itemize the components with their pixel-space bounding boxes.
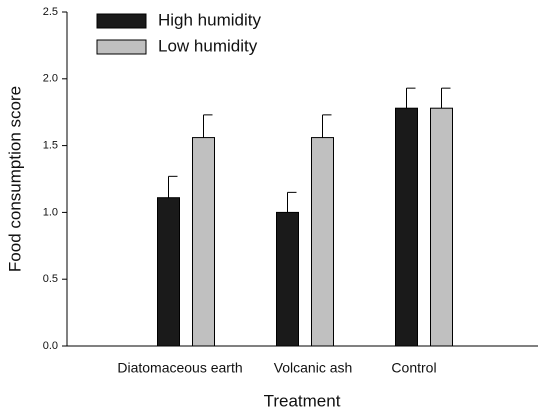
y-tick-label: 0.0 xyxy=(43,340,58,352)
bar xyxy=(430,107,453,347)
y-tick-label: 2.0 xyxy=(43,73,58,85)
legend-swatch xyxy=(96,39,147,55)
bar xyxy=(192,137,215,347)
bar xyxy=(395,107,418,347)
x-tick-label: Volcanic ash xyxy=(274,360,353,376)
legend-label: High humidity xyxy=(158,10,261,29)
legend-label: Low humidity xyxy=(158,36,258,55)
y-tick-label: 1.5 xyxy=(43,140,58,152)
x-tick-label: Diatomaceous earth xyxy=(117,360,242,376)
bar xyxy=(157,197,180,347)
legend-swatch xyxy=(96,13,147,29)
x-tick-label: Control xyxy=(391,360,436,376)
x-axis-title: Treatment xyxy=(264,391,341,410)
y-tick-label: 2.5 xyxy=(43,6,58,18)
y-tick-label: 1.0 xyxy=(43,206,58,218)
y-tick-label: 0.5 xyxy=(43,273,58,285)
bar xyxy=(276,211,299,347)
bar xyxy=(311,137,334,347)
y-axis-title: Food consumption score xyxy=(5,86,24,272)
